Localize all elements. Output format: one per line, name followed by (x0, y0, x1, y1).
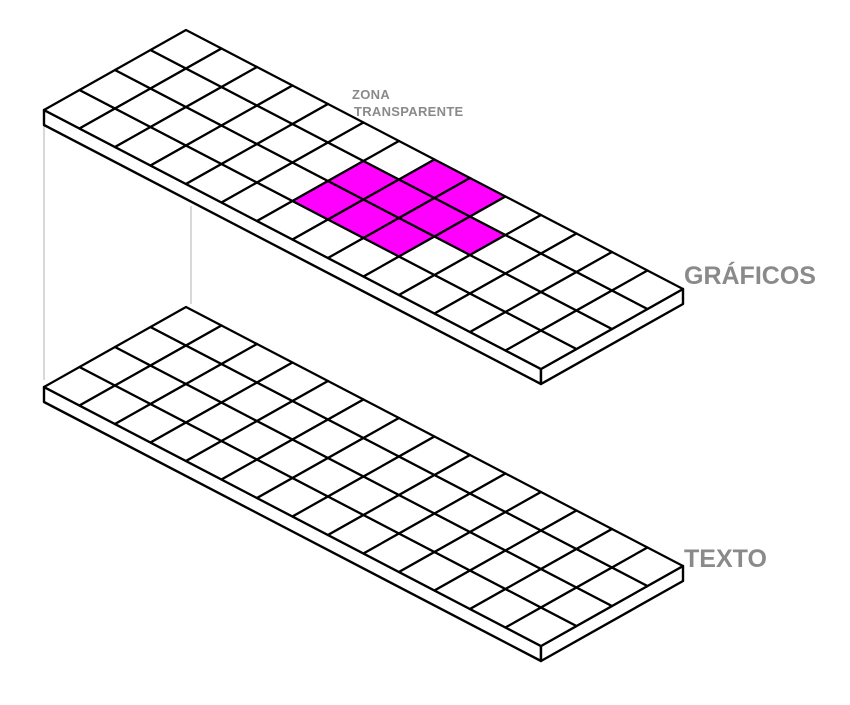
text-layer-label: TEXTO (684, 545, 767, 573)
transparent-zone-label-line1: ZONA (352, 87, 391, 102)
text-layer-grid (42, 305, 685, 663)
graphics-layer-grid (42, 28, 685, 386)
grid-cell (610, 269, 685, 311)
transparent-zone-label: ZONA TRANSPARENTE (352, 86, 464, 120)
transparent-zone-label-line2: TRANSPARENTE (354, 104, 464, 119)
graphics-layer-label: GRÁFICOS (684, 262, 816, 290)
grid-cell (610, 546, 685, 588)
